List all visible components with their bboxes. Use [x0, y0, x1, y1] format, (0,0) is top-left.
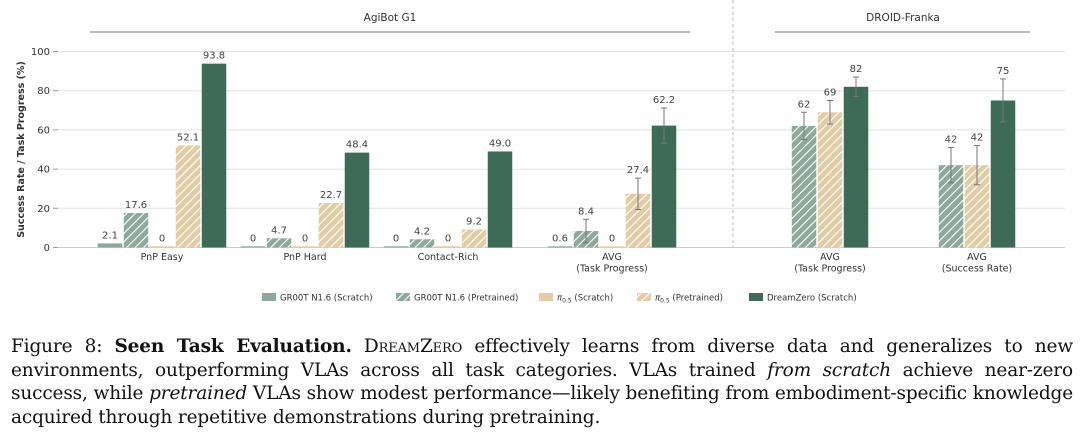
legend-swatch	[262, 293, 276, 301]
x-tick-label: PnP Hard	[283, 252, 326, 263]
bar	[149, 246, 175, 248]
data-label: 8.4	[578, 206, 594, 217]
data-label: 4.7	[271, 225, 287, 236]
figure-caption: Figure 8: Seen Task Evaluation. DreamZer…	[11, 335, 1073, 429]
x-tick-label: (Task Progress)	[576, 264, 647, 275]
bar	[383, 246, 409, 248]
data-label: 42	[971, 133, 984, 144]
legend: GR00T N1.6 (Scratch) GR00T N1.6 (Pretrain…	[262, 293, 857, 305]
x-tick-label: AVG	[967, 252, 987, 263]
data-label: 49.0	[489, 138, 511, 149]
bar	[123, 213, 149, 248]
bar	[651, 125, 677, 248]
bar	[599, 246, 625, 248]
legend-label: GR00T N1.6 (Pretrained)	[414, 294, 518, 304]
legend-swatch	[749, 293, 763, 301]
bar-chart: 0 20 40 60 80 100 Success Rate / Task Progress…	[16, 0, 1065, 305]
x-tick-label: PnP Easy	[141, 252, 184, 263]
figure-label: Figure 8:	[11, 336, 103, 357]
data-label: 0.6	[552, 233, 568, 244]
bar	[201, 63, 227, 248]
data-label: 0	[609, 233, 615, 244]
data-label: 22.7	[320, 190, 342, 201]
bar	[990, 100, 1016, 248]
y-tick-label: 80	[37, 86, 50, 97]
bar	[240, 246, 266, 248]
bar	[817, 112, 843, 248]
y-tick-label: 40	[37, 165, 50, 176]
legend-swatch	[539, 293, 553, 301]
data-label: 27.4	[627, 165, 649, 176]
caption-title: Seen Task Evaluation.	[114, 336, 352, 357]
y-tick-label: 20	[37, 204, 50, 215]
data-label: 2.1	[102, 230, 118, 241]
data-label: 62	[798, 99, 811, 110]
y-tick-label: 60	[37, 125, 50, 136]
data-label: 17.6	[125, 200, 147, 211]
data-label: 42	[945, 135, 958, 146]
data-label: 93.8	[203, 51, 225, 62]
bar	[97, 243, 123, 248]
legend-label: DreamZero (Scratch)	[767, 294, 857, 304]
bar	[791, 125, 817, 248]
y-axis: 0 20 40 60 80 100 Success Rate / Task Progress…	[16, 12, 1030, 275]
caption-text-3: VLAs show modest performance—likely bene…	[11, 383, 1074, 428]
bar	[409, 239, 435, 248]
bar	[843, 86, 869, 248]
y-axis-label: Success Rate / Task Progress (%)	[16, 61, 27, 238]
bar	[266, 238, 292, 248]
data-label: 75	[997, 66, 1010, 77]
data-label: 4.2	[414, 226, 430, 237]
model-name: DreamZero	[363, 336, 463, 357]
bar	[435, 246, 461, 248]
x-tick-label: AVG	[820, 252, 840, 263]
legend-label: GR00T N1.6 (Scratch)	[280, 294, 373, 304]
y-tick-label: 100	[31, 47, 50, 58]
legend-swatch	[396, 293, 410, 301]
bars	[97, 63, 1016, 248]
data-label: 0	[250, 233, 256, 244]
bar	[487, 151, 513, 248]
caption-italic-1: from scratch	[767, 359, 891, 381]
data-label: 62.2	[653, 95, 675, 106]
panel-title: DROID-Franka	[866, 12, 940, 24]
x-tick-label: (Success Rate)	[942, 264, 1012, 275]
bar	[292, 246, 318, 248]
legend-swatch	[637, 293, 651, 301]
x-tick-label: AVG	[602, 252, 622, 263]
data-label: 82	[850, 64, 863, 75]
data-label: 69	[824, 88, 837, 99]
bar	[175, 145, 201, 248]
x-tick-label: (Task Progress)	[794, 264, 865, 275]
x-tick-label: Contact-Rich	[418, 252, 479, 263]
data-label: 9.2	[466, 216, 482, 227]
data-label: 0	[393, 233, 399, 244]
data-labels: 2.1 17.6 0 52.1 93.8 0 4.7 0 22.7 48.4 0 4.2 0 9.2 49.…	[102, 51, 1009, 245]
bar	[344, 152, 370, 248]
caption-text-1: effectively learns from diverse data and…	[11, 336, 1073, 381]
data-label: 0	[302, 233, 308, 244]
caption-text-2: achieve near-zero success, while	[11, 359, 1073, 405]
panel-title: AgiBot G1	[364, 12, 417, 24]
y-tick-label: 0	[44, 243, 50, 254]
data-label: 0	[445, 233, 451, 244]
bar	[461, 229, 487, 248]
legend-label: π0.5 (Scratch)	[557, 294, 613, 305]
data-label: 0	[159, 233, 165, 244]
data-label: 52.1	[177, 132, 199, 143]
legend-label: π0.5 (Pretrained)	[655, 294, 723, 305]
data-label: 48.4	[346, 140, 368, 151]
bar	[318, 203, 344, 248]
caption-italic-2: pretrained	[149, 383, 248, 404]
bar	[547, 246, 573, 248]
